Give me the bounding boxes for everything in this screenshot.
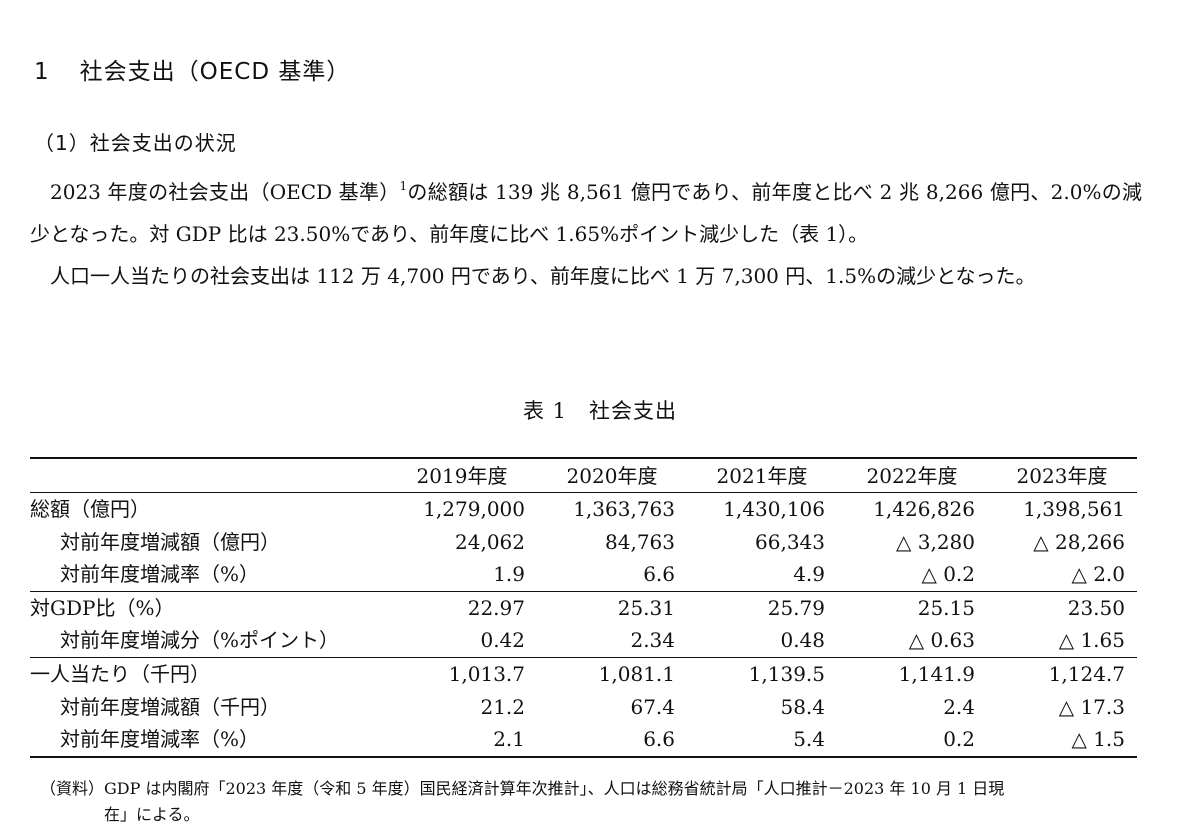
table-cell: 23.50 xyxy=(1067,595,1125,620)
row-label: 対GDP比（%） xyxy=(30,595,175,620)
row-label: 対前年度増減額（千円） xyxy=(60,694,280,719)
table-cell: △ 2.0 xyxy=(1071,562,1125,587)
table-cell: 1,430,106 xyxy=(723,497,825,521)
table-cell: 5.4 xyxy=(793,727,825,752)
row-label: 対前年度増減分（%ポイント） xyxy=(60,628,340,653)
table-cell: 1,013.7 xyxy=(448,661,525,686)
table-cell: 67.4 xyxy=(630,694,675,719)
table-cell: 4.9 xyxy=(793,562,825,587)
table-row: 対前年度増減率（%） 2.1 6.6 5.4 0.2 △ 1.5 xyxy=(30,723,1137,757)
gdp-ratio-group: 対GDP比（%） 22.97 25.31 25.79 25.15 23.50 対… xyxy=(30,591,1137,657)
header-row: 2019年度 2020年度 2021年度 2022年度 2023年度 xyxy=(30,458,1137,493)
footnote-reference: 1 xyxy=(399,179,408,193)
table-cell: 1,081.1 xyxy=(598,661,675,686)
table-caption: 表 1 社会支出 xyxy=(522,399,678,423)
table-cell: 25.31 xyxy=(617,595,675,620)
source-note: （資料）GDP は内閣府「2023 年度（令和 5 年度）国民経済計算年次推計」… xyxy=(40,776,1130,828)
table-cell: 1,139.5 xyxy=(748,661,825,686)
year-header: 2023年度 xyxy=(1016,464,1108,488)
year-header: 2019年度 xyxy=(416,464,508,488)
row-label: 対前年度増減額（億円） xyxy=(60,529,280,554)
section-title: 社会支出（OECD 基準） xyxy=(79,59,351,85)
table-cell: 21.2 xyxy=(480,694,525,719)
table-cell: 24,062 xyxy=(455,529,525,554)
table-row: 対前年度増減率（%） 1.9 6.6 4.9 △ 0.2 △ 2.0 xyxy=(30,558,1137,591)
table-cell: 6.6 xyxy=(643,562,675,587)
row-label: 対前年度増減率（%） xyxy=(60,562,260,587)
table-cell: 1,363,763 xyxy=(573,497,675,521)
source-note-line-2: 在」による。 xyxy=(104,805,200,824)
table-cell: 1,124.7 xyxy=(1048,661,1125,686)
table-cell: 2.1 xyxy=(493,727,525,752)
table-cell: △ 17.3 xyxy=(1058,694,1125,719)
social-expenditure-table: 2019年度 2020年度 2021年度 2022年度 2023年度 総額（億円… xyxy=(30,457,1137,758)
table-cell: 2.4 xyxy=(943,694,975,719)
body-paragraph-1: 2023 年度の社会支出（OECD 基準）1の総額は 139 兆 8,561 億… xyxy=(30,171,1142,255)
year-header: 2021年度 xyxy=(716,464,808,488)
per-capita-group: 一人当たり（千円） 1,013.7 1,081.1 1,139.5 1,141.… xyxy=(30,657,1137,757)
total-group: 総額（億円） 1,279,000 1,363,763 1,430,106 1,4… xyxy=(30,492,1137,592)
table-cell: 6.6 xyxy=(643,727,675,752)
table-cell: △ 0.63 xyxy=(908,628,975,653)
table-row: 対前年度増減額（億円） 24,062 84,763 66,343 △ 3,280… xyxy=(30,526,1137,559)
table-row: 対GDP比（%） 22.97 25.31 25.79 25.15 23.50 xyxy=(30,591,1137,624)
table-cell: 58.4 xyxy=(780,694,825,719)
table-row: 対前年度増減額（千円） 21.2 67.4 58.4 2.4 △ 17.3 xyxy=(30,691,1137,724)
table-cell: △ 3,280 xyxy=(896,529,975,554)
row-label: 総額（億円） xyxy=(30,497,150,521)
table-cell: 1,426,826 xyxy=(873,497,975,521)
table-cell: △ 0.2 xyxy=(921,562,975,587)
year-header: 2022年度 xyxy=(866,464,958,488)
table-cell: 25.79 xyxy=(767,595,825,620)
subsection-heading: （1）社会支出の状況 xyxy=(34,131,237,155)
table-cell: 1.9 xyxy=(493,562,525,587)
table-cell: 25.15 xyxy=(917,595,975,620)
paragraph-2-text: 人口一人当たりの社会支出は 112 万 4,700 円であり、前年度に比べ 1 … xyxy=(50,264,1036,288)
table-cell: 0.2 xyxy=(943,727,975,752)
table-cell: 2.34 xyxy=(630,628,675,653)
table-cell: 0.48 xyxy=(780,628,825,653)
table-row: 対前年度増減分（%ポイント） 0.42 2.34 0.48 △ 0.63 △ 1… xyxy=(30,624,1137,657)
table-cell: 22.97 xyxy=(467,595,525,620)
section-heading: 1 社会支出（OECD 基準） xyxy=(34,52,350,86)
table-header: 2019年度 2020年度 2021年度 2022年度 2023年度 xyxy=(30,458,1137,493)
table-cell: 1,141.9 xyxy=(898,661,975,686)
year-header: 2020年度 xyxy=(566,464,658,488)
table-row: 総額（億円） 1,279,000 1,363,763 1,430,106 1,4… xyxy=(30,493,1137,526)
table-row: 一人当たり（千円） 1,013.7 1,081.1 1,139.5 1,141.… xyxy=(30,657,1137,690)
header-blank xyxy=(30,458,387,493)
paragraph-1-text-a: 2023 年度の社会支出（OECD 基準） xyxy=(50,180,400,204)
body-paragraph-2: 人口一人当たりの社会支出は 112 万 4,700 円であり、前年度に比べ 1 … xyxy=(30,255,1142,297)
row-label: 一人当たり（千円） xyxy=(30,661,210,686)
row-label: 対前年度増減率（%） xyxy=(60,727,260,752)
paragraph-1-text-b: の総額は 139 兆 8,561 億円であり、前年度と比べ 2 兆 8,266 … xyxy=(30,180,1142,246)
source-note-line-1: （資料）GDP は内閣府「2023 年度（令和 5 年度）国民経済計算年次推計」… xyxy=(40,779,1005,798)
table-cell: 66,343 xyxy=(755,529,825,554)
table-cell: 84,763 xyxy=(605,529,675,554)
table-cell: 1,279,000 xyxy=(423,497,525,521)
table-cell: △ 28,266 xyxy=(1033,529,1125,554)
table-cell: △ 1.5 xyxy=(1071,727,1125,752)
table-cell: 1,398,561 xyxy=(1023,497,1125,521)
section-number: 1 xyxy=(34,59,50,85)
table-cell: 0.42 xyxy=(480,628,525,653)
table-cell: △ 1.65 xyxy=(1058,628,1125,653)
